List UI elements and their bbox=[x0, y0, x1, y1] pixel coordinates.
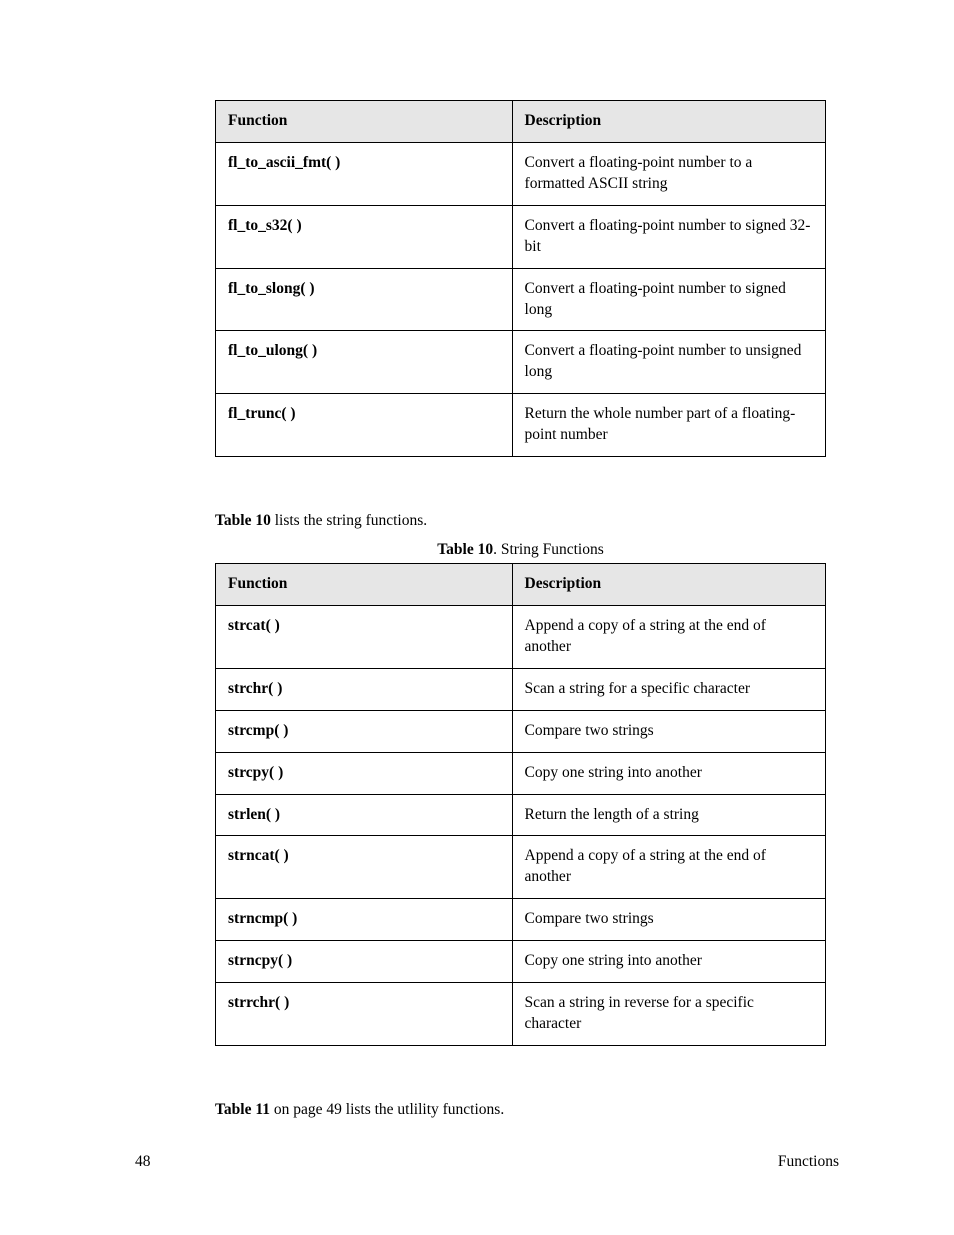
function-desc: Return the length of a string bbox=[512, 794, 826, 836]
page-number: 48 bbox=[135, 1152, 151, 1173]
function-name: fl_to_slong( ) bbox=[216, 268, 513, 331]
function-name: strcat( ) bbox=[216, 605, 513, 668]
table-row: strchr( ) Scan a string for a specific c… bbox=[216, 668, 826, 710]
function-name: strcmp( ) bbox=[216, 710, 513, 752]
table11-intro-text: on page 49 lists the utlility functions. bbox=[270, 1101, 504, 1118]
table11-intro: Table 11 on page 49 lists the utlility f… bbox=[215, 1100, 839, 1121]
function-name: fl_trunc( ) bbox=[216, 394, 513, 457]
function-desc: Compare two strings bbox=[512, 899, 826, 941]
table-row: strrchr( ) Scan a string in reverse for … bbox=[216, 983, 826, 1046]
function-name: fl_to_s32( ) bbox=[216, 205, 513, 268]
col-function: Function bbox=[216, 101, 513, 143]
function-desc: Convert a floating-point number to unsig… bbox=[512, 331, 825, 394]
table11-ref: Table 11 bbox=[215, 1101, 270, 1118]
table10-caption-num: Table 10 bbox=[437, 541, 493, 558]
table-row: strncmp( ) Compare two strings bbox=[216, 899, 826, 941]
table-row: fl_to_ulong( ) Convert a floating-point … bbox=[216, 331, 826, 394]
table10-caption: Table 10. String Functions bbox=[215, 540, 826, 561]
col-description: Description bbox=[512, 563, 826, 605]
function-name: strcpy( ) bbox=[216, 752, 513, 794]
function-desc: Scan a string in reverse for a specific … bbox=[512, 983, 826, 1046]
table-row: strncat( ) Append a copy of a string at … bbox=[216, 836, 826, 899]
function-desc: Append a copy of a string at the end of … bbox=[512, 605, 826, 668]
table10-ref: Table 10 bbox=[215, 512, 271, 529]
function-desc: Return the whole number part of a floati… bbox=[512, 394, 825, 457]
section-title: Functions bbox=[778, 1152, 839, 1173]
table-row: strcat( ) Append a copy of a string at t… bbox=[216, 605, 826, 668]
page-footer: 48 Functions bbox=[135, 1152, 839, 1173]
col-description: Description bbox=[512, 101, 825, 143]
function-desc: Copy one string into another bbox=[512, 941, 826, 983]
function-name: strchr( ) bbox=[216, 668, 513, 710]
table-row: strcmp( ) Compare two strings bbox=[216, 710, 826, 752]
function-name: fl_to_ascii_fmt( ) bbox=[216, 142, 513, 205]
floating-point-functions-table: Function Description fl_to_ascii_fmt( ) … bbox=[215, 100, 826, 457]
table-row: strncpy( ) Copy one string into another bbox=[216, 941, 826, 983]
function-desc: Copy one string into another bbox=[512, 752, 826, 794]
function-desc: Convert a floating-point number to a for… bbox=[512, 142, 825, 205]
table-row: fl_to_ascii_fmt( ) Convert a floating-po… bbox=[216, 142, 826, 205]
table10-caption-title: . String Functions bbox=[493, 541, 604, 558]
function-name: fl_to_ulong( ) bbox=[216, 331, 513, 394]
table-header-row: Function Description bbox=[216, 563, 826, 605]
table-header-row: Function Description bbox=[216, 101, 826, 143]
function-name: strncpy( ) bbox=[216, 941, 513, 983]
function-name: strncat( ) bbox=[216, 836, 513, 899]
table-row: strlen( ) Return the length of a string bbox=[216, 794, 826, 836]
function-name: strrchr( ) bbox=[216, 983, 513, 1046]
function-name: strlen( ) bbox=[216, 794, 513, 836]
function-desc: Convert a floating-point number to signe… bbox=[512, 268, 825, 331]
table-row: fl_to_slong( ) Convert a floating-point … bbox=[216, 268, 826, 331]
table-row: fl_trunc( ) Return the whole number part… bbox=[216, 394, 826, 457]
col-function: Function bbox=[216, 563, 513, 605]
function-desc: Scan a string for a specific character bbox=[512, 668, 826, 710]
table10-intro: Table 10 lists the string functions. bbox=[215, 511, 839, 532]
table-row: fl_to_s32( ) Convert a floating-point nu… bbox=[216, 205, 826, 268]
table10-intro-text: lists the string functions. bbox=[271, 512, 427, 529]
table-row: strcpy( ) Copy one string into another bbox=[216, 752, 826, 794]
function-desc: Convert a floating-point number to signe… bbox=[512, 205, 825, 268]
function-desc: Compare two strings bbox=[512, 710, 826, 752]
function-desc: Append a copy of a string at the end of … bbox=[512, 836, 826, 899]
function-name: strncmp( ) bbox=[216, 899, 513, 941]
string-functions-table: Function Description strcat( ) Append a … bbox=[215, 563, 826, 1046]
